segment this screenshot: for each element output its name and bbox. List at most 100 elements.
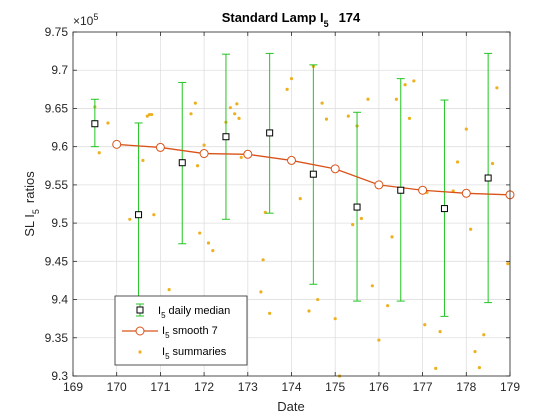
summary-point xyxy=(239,155,243,159)
y-tick-label: 9.4 xyxy=(51,293,68,307)
y-exponent-power: 5 xyxy=(93,12,98,22)
y-tick-label: 9.3 xyxy=(51,369,68,383)
summary-point xyxy=(268,311,272,315)
legend-smooth-label: I5 smooth 7 xyxy=(162,325,218,340)
x-tick-label: 169 xyxy=(63,380,83,394)
summary-point xyxy=(324,117,329,121)
legend-smooth-label-sub: 5 xyxy=(165,331,170,340)
summary-point xyxy=(211,249,215,253)
summary-point xyxy=(482,333,486,337)
summary-point xyxy=(377,338,381,342)
summary-point xyxy=(228,106,232,110)
median-point xyxy=(266,129,274,137)
legend-summaries-label: I5 summaries xyxy=(162,346,227,361)
series-layer xyxy=(90,52,515,378)
median-point xyxy=(440,205,448,213)
axis-ticks: 169 170 171 172 173 174 175 176 177 178 179 9.3 9.35… xyxy=(45,25,521,394)
y-tick-label: 9.5 xyxy=(51,216,68,230)
x-tick-label: 174 xyxy=(281,380,301,394)
legend-median-label-main: I xyxy=(158,305,161,317)
x-tick-label: 170 xyxy=(107,380,127,394)
smooth-point xyxy=(374,180,384,190)
smooth-point xyxy=(112,139,122,149)
summary-point xyxy=(351,223,355,227)
median-point xyxy=(353,203,361,211)
summary-point xyxy=(386,304,390,308)
x-tick-label: 176 xyxy=(369,380,389,394)
summary-point xyxy=(473,349,477,354)
y-tick-label: 9.7 xyxy=(51,63,68,77)
legend-smooth-label-tail: smooth 7 xyxy=(173,325,218,337)
median-point xyxy=(135,211,143,219)
chart-title-tail: 174 xyxy=(339,10,361,25)
legend-median-marker xyxy=(136,306,144,314)
summary-point xyxy=(141,158,145,163)
smooth-point xyxy=(418,185,428,195)
summary-point xyxy=(346,114,350,118)
y-axis-label-tail: ratios xyxy=(22,171,37,203)
x-tick-label: 177 xyxy=(413,380,433,394)
legend-smooth-label-main: I xyxy=(162,325,165,337)
summary-point xyxy=(261,258,265,262)
summary-point xyxy=(298,197,302,201)
summary-point xyxy=(390,235,394,239)
median-point xyxy=(222,133,230,141)
summary-point xyxy=(128,217,132,221)
chart-title-sub: 5 xyxy=(324,19,329,29)
summary-point xyxy=(320,101,324,105)
y-tick-label: 9.35 xyxy=(45,331,69,345)
y-axis-label-main: SL I xyxy=(22,214,37,237)
legend-median-label-sub: 5 xyxy=(161,311,166,320)
smooth-point xyxy=(155,142,165,152)
summary-point xyxy=(167,288,171,292)
summary-point xyxy=(285,87,289,91)
summary-point xyxy=(307,309,311,313)
smooth-point xyxy=(243,149,253,159)
y-tick-label: 9.65 xyxy=(45,101,69,115)
chart-title: Standard Lamp I5 174 xyxy=(222,10,361,29)
median-point xyxy=(309,170,317,178)
legend-summaries-label-main: I xyxy=(162,346,165,358)
median-point xyxy=(178,159,186,167)
summary-point xyxy=(316,297,320,302)
summary-point xyxy=(455,160,460,164)
summary-point xyxy=(235,102,239,106)
summary-point xyxy=(106,121,110,125)
summary-point xyxy=(193,101,197,105)
summary-point xyxy=(237,116,241,120)
smooth-point xyxy=(199,149,209,159)
y-tick-label: 9.6 xyxy=(51,140,68,154)
legend-summaries-label-sub: 5 xyxy=(165,352,170,361)
median-point xyxy=(484,174,492,182)
summary-point xyxy=(490,161,495,166)
x-tick-label: 171 xyxy=(150,380,170,394)
summary-point xyxy=(233,112,237,116)
summary-point xyxy=(189,112,193,116)
y-tick-label: 9.55 xyxy=(45,178,69,192)
median-point xyxy=(397,186,405,194)
summary-point xyxy=(403,83,407,87)
x-tick-label: 179 xyxy=(500,380,520,394)
chart-title-main: Standard Lamp I xyxy=(222,10,324,25)
y-exponent-label: ×105 xyxy=(73,12,98,28)
y-tick-label: 9.75 xyxy=(45,25,69,39)
summary-point xyxy=(370,284,374,288)
legend-summaries-label-tail: summaries xyxy=(173,346,227,358)
summary-point xyxy=(150,112,154,117)
summary-point xyxy=(394,97,398,101)
summary-point xyxy=(333,317,337,321)
smooth-point xyxy=(287,155,296,165)
summary-point xyxy=(259,290,263,294)
summary-point xyxy=(495,86,499,90)
x-axis-label: Date xyxy=(277,399,304,414)
summary-point xyxy=(206,241,211,245)
summary-point xyxy=(407,116,412,120)
summary-point xyxy=(464,127,468,131)
summary-point xyxy=(97,151,101,155)
y-exponent-base: ×10 xyxy=(73,14,94,28)
smooth-point xyxy=(330,164,340,174)
summary-point xyxy=(438,330,442,334)
x-tick-label: 173 xyxy=(238,380,258,394)
summary-point xyxy=(434,366,438,370)
summary-point xyxy=(477,365,482,370)
